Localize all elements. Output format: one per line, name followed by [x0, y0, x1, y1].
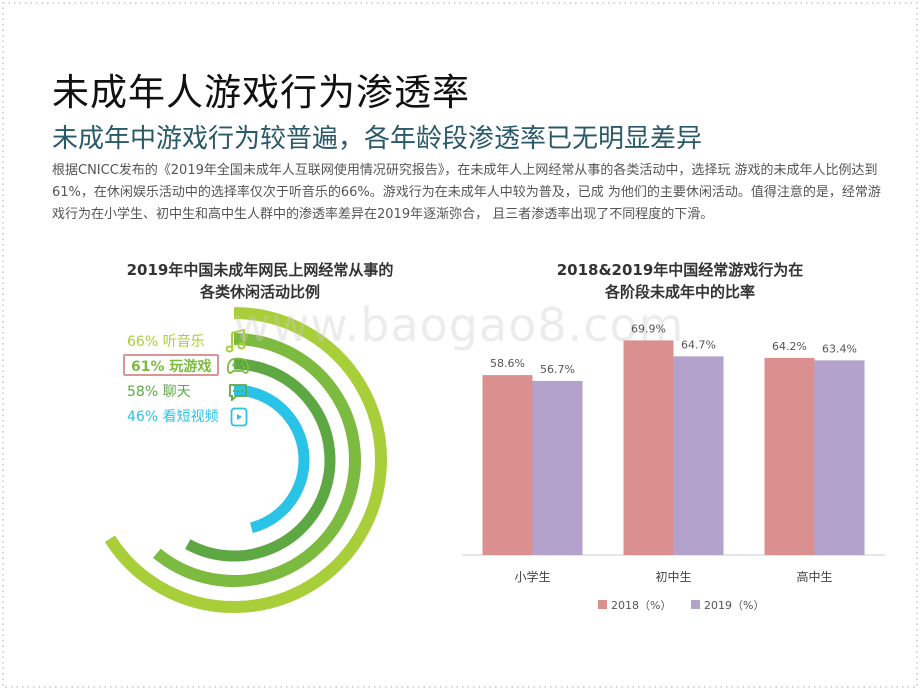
bar-0-1 — [532, 380, 583, 555]
left-chart-title-line2: 各类休闲活动比例 — [199, 283, 320, 301]
bar-label-2-1: 63.4% — [822, 342, 857, 355]
category-label-1: 初中生 — [655, 569, 691, 584]
category-label-0: 小学生 — [514, 569, 550, 584]
chat-icon — [229, 384, 247, 401]
left-chart-title-line1: 2019年中国未成年网民上网经常从事的 — [126, 261, 394, 279]
bar-label-2-0: 64.2% — [772, 340, 807, 353]
ring-label-music: 66% 听音乐 — [127, 334, 205, 350]
legend-label-0: 2018（%） — [611, 599, 671, 612]
music-icon — [226, 329, 246, 353]
right-chart-title-line1: 2018&2019年中国经常游戏行为在 — [556, 261, 804, 279]
page-subtitle: 未成年中游戏行为较普遍，各年龄段渗透率已无明显差异 — [52, 124, 703, 154]
bar-label-1-1: 64.7% — [681, 338, 716, 351]
bar-0-0 — [482, 375, 533, 555]
bar-2-1 — [814, 360, 865, 555]
right-chart-title-line2: 各阶段未成年中的比率 — [604, 283, 755, 301]
page-title: 未成年人游戏行为渗透率 — [52, 71, 470, 114]
left-chart-title: 2019年中国未成年网民上网经常从事的 各类休闲活动比例 — [90, 259, 430, 303]
bar-1-0 — [623, 340, 674, 555]
gamepad-icon — [226, 357, 250, 374]
watermark: www.baogao8.com — [233, 298, 685, 352]
ring-arc-1 — [153, 333, 361, 587]
legend-label-1: 2019（%） — [704, 599, 764, 612]
ring-arc-2 — [185, 358, 336, 562]
bar-1-1 — [673, 356, 724, 555]
video-icon — [230, 407, 248, 427]
ring-arc-3 — [233, 384, 310, 534]
bar-label-1-0: 69.9% — [631, 322, 666, 335]
right-chart-title: 2018&2019年中国经常游戏行为在 各阶段未成年中的比率 — [500, 259, 860, 303]
legend-swatch-0 — [598, 600, 607, 609]
ring-arc-0 — [104, 307, 387, 613]
ring-label-video: 46% 看短视频 — [127, 409, 219, 425]
bar-label-0-1: 56.7% — [540, 363, 575, 376]
bar-label-0-0: 58.6% — [490, 357, 525, 370]
ring-label-chat: 58% 聊天 — [127, 384, 191, 400]
legend-swatch-1 — [691, 600, 700, 609]
bar-2-0 — [764, 357, 815, 555]
category-label-2: 高中生 — [796, 569, 832, 584]
body-paragraph: 根据CNICC发布的《2019年全国未成年人互联网使用情况研究报告》，在未成年人… — [52, 163, 881, 222]
ring-label-game: 61% 玩游戏 — [123, 354, 220, 376]
